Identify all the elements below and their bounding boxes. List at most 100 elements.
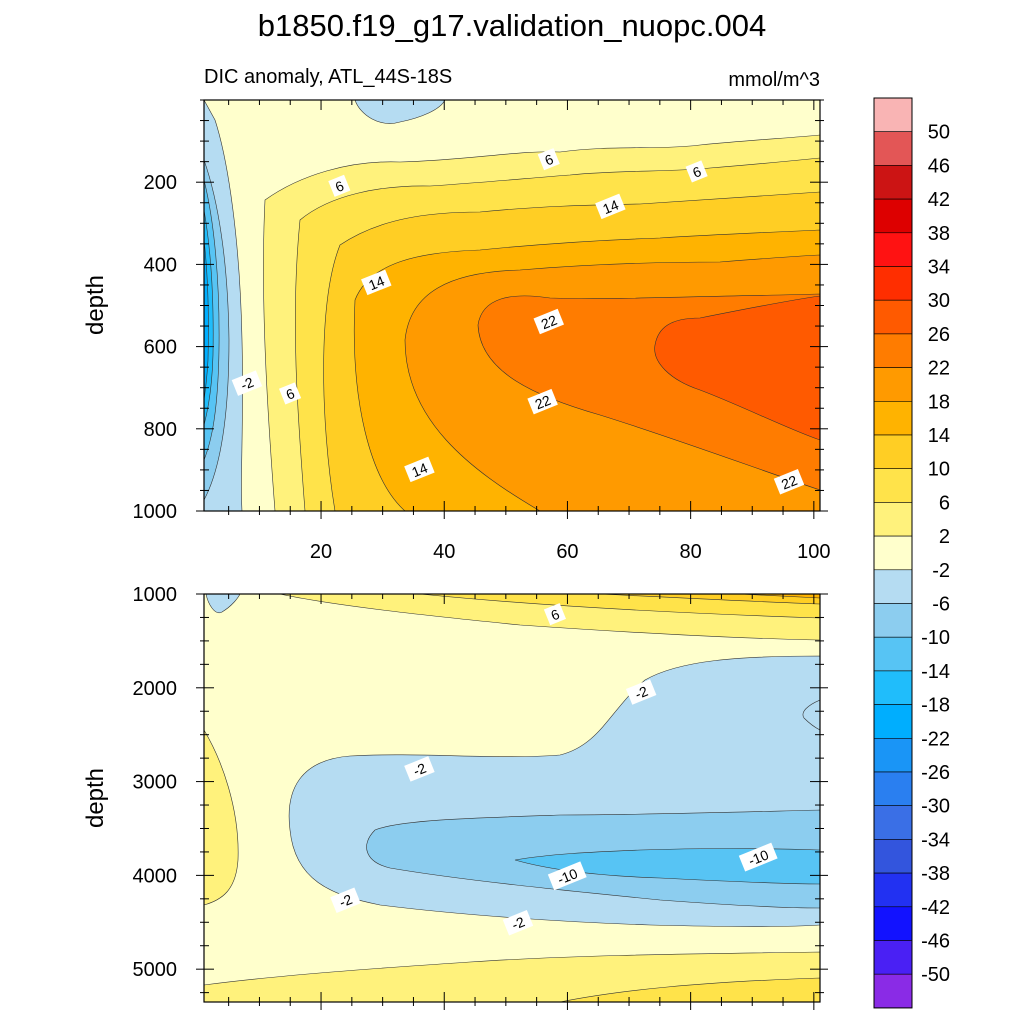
colorbar-swatch [873, 603, 913, 638]
colorbar-label: -10 [921, 627, 950, 649]
contour-label-text: 22 [533, 392, 554, 413]
field-left-positive-deep [204, 729, 239, 906]
contour-label: -2 [231, 370, 263, 396]
contour-label-bg [502, 909, 534, 936]
contour-label: 6 [328, 174, 351, 197]
contour-label-text: -10 [555, 865, 580, 887]
lower-panel-field [204, 594, 820, 1002]
colorbar-swatch [873, 839, 913, 874]
contour-label-text: 14 [409, 459, 430, 480]
contour-label: 6 [278, 382, 302, 405]
field-bottom-6to10-deep [559, 977, 820, 1002]
colorbar-label: 26 [928, 324, 950, 346]
contour-label-text: -10 [746, 846, 771, 868]
colorbar-label: -30 [921, 796, 950, 818]
colorbar-swatch [873, 670, 913, 705]
x-tick-label: 80 [680, 541, 702, 563]
contour-label: 14 [361, 269, 392, 296]
colorbar-swatch [873, 367, 913, 402]
colorbar-label: 30 [928, 290, 950, 312]
colorbar-swatch [873, 502, 913, 537]
colorbar-label: -42 [921, 897, 950, 919]
contour-label-bg [328, 174, 351, 197]
colorbar-label: 14 [928, 425, 950, 447]
colorbar-swatch [873, 400, 913, 436]
contour-label-bg [278, 382, 302, 405]
lower-panel-contour-labels: 6 -2 -2 -10 -10 -2 -2 [330, 603, 778, 936]
contour-label-bg [685, 160, 708, 183]
chart-title: b1850.f19_g17.validation_nuopc.004 [258, 8, 767, 43]
field-band-10to14-deep [599, 594, 820, 605]
field-shallow-negative [354, 100, 446, 124]
upper-panel-ylabel: depth [82, 275, 109, 335]
colorbar-swatch [873, 198, 913, 234]
colorbar-swatch [873, 737, 913, 773]
lower-panel-frame [203, 593, 821, 1003]
y-tick-label: 800 [144, 419, 177, 441]
contour-label-text: 14 [600, 196, 621, 217]
contour-label-text: -2 [411, 760, 429, 780]
x-tick-label: 40 [433, 541, 455, 563]
y-tick-label: 1000 [133, 584, 178, 606]
colorbar-label: 18 [928, 391, 950, 413]
colorbar-swatch [873, 906, 913, 941]
contour-label-bg [537, 148, 560, 171]
contour-label: 22 [773, 469, 805, 495]
contour-label-bg [527, 388, 558, 415]
colorbar-swatch [873, 165, 913, 200]
x-tick-label: 60 [556, 541, 578, 563]
colorbar-label: -6 [932, 594, 950, 616]
contour-label-text: 14 [366, 272, 387, 293]
contour-label-bg [361, 269, 392, 296]
colorbar-label: 42 [928, 189, 950, 211]
upper-panel-field [204, 100, 820, 511]
y-tick-label: 400 [144, 254, 177, 276]
contour-label: -10 [738, 842, 778, 872]
contour-label-text: -2 [238, 374, 256, 394]
contour-label: -2 [625, 679, 657, 705]
colorbar-label: 34 [928, 257, 950, 279]
contour-label: -10 [547, 861, 587, 891]
colorbar-label: -22 [921, 728, 950, 750]
colorbar-label: -50 [921, 964, 950, 986]
contour-label-bg [625, 679, 657, 705]
contour-label-bg [330, 887, 361, 913]
contour-label-text: -2 [337, 891, 355, 911]
colorbar-label: -38 [921, 863, 950, 885]
y-tick-label: 4000 [133, 865, 178, 887]
contour-label: 22 [533, 308, 565, 335]
upper-panel-contour-labels: 6 6 6 14 14 22 -2 6 22 14 22 [231, 148, 805, 495]
contour-label: 6 [543, 603, 566, 626]
colorbar-label: -34 [921, 829, 950, 851]
contour-label-bg [595, 193, 626, 220]
colorbar-swatch [873, 97, 913, 133]
colorbar-swatch [873, 535, 913, 571]
colorbar-frame [873, 97, 913, 1009]
contour-label: -2 [404, 756, 435, 782]
contour-label-text: -2 [633, 683, 651, 703]
colorbar-label: 38 [928, 223, 950, 245]
y-tick-label: 1000 [133, 501, 178, 523]
field-right-negative-deep [802, 699, 820, 731]
contour-label-bg [231, 370, 263, 396]
lower-panel-ticks: 1000 2000 3000 4000 5000 [133, 584, 828, 1010]
y-tick-label: 600 [144, 337, 177, 359]
colorbar-swatch [873, 940, 913, 975]
colorbar-swatch [873, 704, 913, 739]
contour-label-bg [543, 603, 566, 626]
chart-subtitle: DIC anomaly, ATL_44S-18S [204, 66, 452, 88]
colorbar-label: -26 [921, 762, 950, 784]
colorbar-swatch [873, 805, 913, 840]
contour-label-text: 22 [539, 312, 560, 333]
field-shallow-negative-deep [205, 594, 241, 614]
colorbar-swatch [873, 636, 913, 672]
contour-label: -2 [502, 909, 534, 936]
colorbar-swatch [873, 771, 913, 807]
colorbar: 50 46 42 38 34 30 26 22 18 14 10 6 2 -2 -6 -10 -14 -18 -22… [873, 97, 950, 1009]
contour-label: -2 [330, 887, 361, 913]
colorbar-swatch [873, 131, 913, 166]
colorbar-label: 6 [939, 492, 950, 514]
x-tick-label: 100 [797, 541, 830, 563]
y-tick-label: 2000 [133, 678, 178, 700]
